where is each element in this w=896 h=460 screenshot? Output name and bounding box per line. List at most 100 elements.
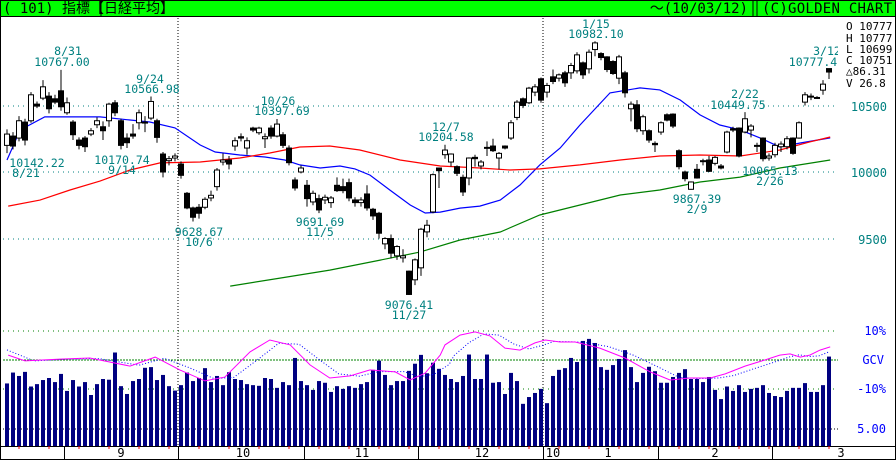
candle-body-down <box>808 95 814 98</box>
annotation-value: 10449.75 <box>710 98 765 112</box>
volume-bar <box>425 373 429 446</box>
candlestick <box>574 52 580 74</box>
volume-bar <box>77 386 81 446</box>
candle-body-down <box>730 128 736 131</box>
candle-body-up <box>526 87 532 104</box>
candle-body-up <box>802 94 808 103</box>
candlestick <box>442 144 448 159</box>
annotation-date: 2/22 <box>731 87 759 101</box>
candlestick <box>496 152 502 170</box>
candlestick <box>10 132 16 150</box>
annotation-value: 10777.4 <box>789 55 838 69</box>
candle-body-down <box>826 68 832 73</box>
candlestick <box>310 190 316 206</box>
volume-bar <box>797 387 801 446</box>
volume-bar <box>455 382 459 446</box>
candlestick <box>394 245 400 260</box>
annotation-date: 12/7 <box>432 120 460 134</box>
annotation-value: 10170.74 <box>94 153 149 167</box>
month-label: 10 <box>236 446 250 460</box>
price-tick-label: 10000 <box>851 166 887 180</box>
candle-body-up <box>64 102 70 114</box>
month-label: 12 <box>475 446 489 460</box>
candlestick <box>346 178 352 202</box>
candle-body-down <box>604 56 610 71</box>
candlestick <box>640 114 646 135</box>
volume-bar <box>545 403 549 446</box>
volume-bar <box>593 342 597 446</box>
volume-bar <box>89 395 93 446</box>
annotation-date: 8/21 <box>12 166 40 180</box>
volume-bar <box>449 379 453 446</box>
candle-body-up <box>658 122 664 133</box>
candle-body-down <box>598 53 604 59</box>
candle-body-up <box>136 112 142 124</box>
candle-body-up <box>142 121 148 124</box>
candle-body-down <box>178 163 184 176</box>
candle-body-up <box>466 157 472 179</box>
candle-body-down <box>550 76 556 82</box>
candle-body-down <box>634 104 640 130</box>
candlestick <box>748 124 754 138</box>
volume-bar <box>221 385 225 446</box>
candlestick <box>28 92 34 123</box>
candle-body-down <box>694 168 700 179</box>
volume-bar <box>203 368 207 446</box>
candle-body-up <box>220 159 226 163</box>
candlestick <box>256 126 262 135</box>
volume-bar <box>65 390 69 446</box>
volume-bar <box>155 380 159 446</box>
candlestick <box>700 158 706 166</box>
candle-body-up <box>772 144 778 156</box>
candlestick <box>808 93 814 101</box>
info-close: C 10751 <box>846 54 892 67</box>
candlestick <box>160 152 166 178</box>
volume-bar <box>719 399 723 446</box>
candle-body-down <box>520 98 526 106</box>
volume-bar <box>257 385 261 446</box>
candlestick <box>64 97 70 115</box>
candle-body-down <box>502 145 508 149</box>
candlestick <box>100 121 106 141</box>
candle-body-up <box>40 86 46 99</box>
candlestick <box>76 137 82 150</box>
month-label: 9 <box>117 446 124 460</box>
candle-body-down <box>610 61 616 75</box>
volume-bar <box>173 390 177 446</box>
candlestick <box>610 60 616 75</box>
candle-body-up <box>148 100 154 119</box>
candle-body-up <box>532 86 538 93</box>
candlestick <box>790 137 796 155</box>
candle-body-down <box>154 120 160 138</box>
annotation-value: 9867.39 <box>673 192 722 206</box>
candle-body-down <box>484 146 490 149</box>
annotation-date: 11/5 <box>306 225 334 239</box>
volume-bar <box>383 374 387 446</box>
candle-body-down <box>34 103 40 107</box>
candlestick <box>46 92 52 114</box>
volume-bar <box>311 389 315 446</box>
candlestick <box>82 136 88 153</box>
volume-bar <box>419 354 423 446</box>
volume-bar <box>101 379 105 446</box>
candle-body-down <box>538 78 544 101</box>
candlestick <box>676 149 682 170</box>
volume-bar <box>377 360 381 446</box>
volume-bar <box>329 391 333 446</box>
candle-body-down <box>46 95 52 110</box>
candle-body-down <box>190 207 196 218</box>
volume-bar <box>215 375 219 446</box>
candle-body-up <box>310 192 316 203</box>
candlestick <box>304 179 310 207</box>
candle-body-down <box>718 165 724 169</box>
candlestick <box>532 84 538 97</box>
volume-bar <box>827 356 831 446</box>
volume-bar <box>755 387 759 446</box>
annotation-value: 10566.98 <box>124 82 179 96</box>
candle-body-up <box>88 130 94 135</box>
candlestick <box>634 100 640 133</box>
candle-body-up <box>328 197 334 204</box>
candle-body-down <box>490 145 496 152</box>
volume-bar <box>659 382 663 446</box>
